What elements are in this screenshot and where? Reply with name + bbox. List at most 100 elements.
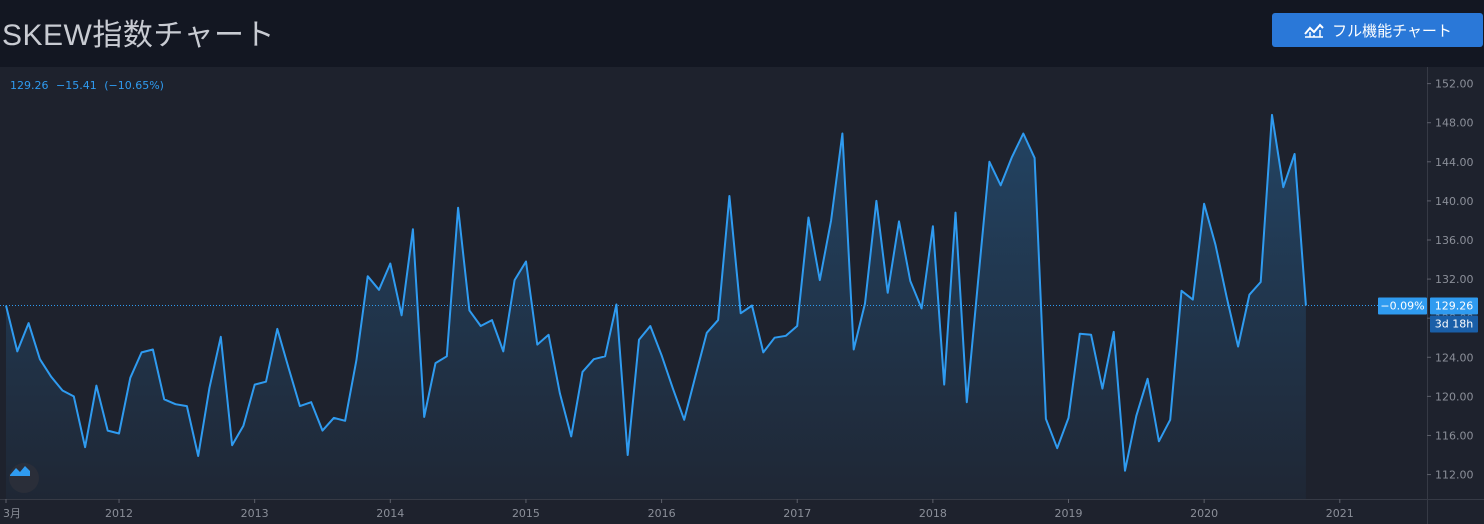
data-point	[502, 350, 504, 352]
x-tick-label: 2019	[1055, 507, 1083, 520]
data-point	[276, 328, 278, 330]
x-tick-label: 3月	[3, 507, 21, 520]
data-point	[1045, 418, 1047, 420]
data-point	[1192, 299, 1194, 301]
data-point	[796, 325, 798, 327]
data-point	[288, 367, 290, 369]
data-point	[966, 401, 968, 403]
data-point	[389, 263, 391, 265]
line-chart-icon	[1303, 22, 1325, 38]
y-tick-label: 132.00	[1435, 273, 1474, 286]
data-point	[310, 401, 312, 403]
data-point	[1237, 346, 1239, 348]
data-point	[1000, 184, 1002, 186]
data-point	[186, 405, 188, 407]
data-point	[604, 355, 606, 357]
data-point	[367, 275, 369, 277]
data-point	[1215, 244, 1217, 246]
data-point	[1158, 440, 1160, 442]
chart-svg[interactable]: 3月 2012 2013 2014 2015 2016 2017 2018 2019 2020 20…	[0, 67, 1484, 524]
data-point	[141, 351, 143, 353]
y-tick-label: 124.00	[1435, 351, 1474, 364]
x-tick-label: 2015	[512, 507, 540, 520]
data-point	[728, 195, 730, 197]
change-pct-text: −0.09%	[1380, 299, 1424, 312]
data-point	[163, 398, 165, 400]
y-tick-label: 116.00	[1435, 429, 1474, 442]
data-point	[152, 349, 154, 351]
tradingview-logo-icon[interactable]	[9, 463, 39, 493]
data-point	[16, 350, 18, 352]
countdown-text: 3d 18h	[1435, 317, 1473, 330]
data-point	[446, 355, 448, 357]
data-point	[1056, 447, 1058, 449]
x-tick-label: 2017	[783, 507, 811, 520]
data-point	[955, 212, 957, 214]
data-point	[197, 455, 199, 457]
data-point	[333, 417, 335, 419]
data-point	[265, 381, 267, 383]
data-point	[175, 403, 177, 405]
legend-change: −15.41	[56, 79, 97, 92]
data-point	[887, 292, 889, 294]
legend-change-pct: (−10.65%)	[104, 79, 164, 92]
data-point	[649, 325, 651, 327]
data-point	[1079, 333, 1081, 335]
data-point	[254, 384, 256, 386]
last-price-badge: 129.26	[1430, 297, 1478, 315]
data-point	[355, 359, 357, 361]
data-point	[582, 371, 584, 373]
data-point	[536, 344, 538, 346]
data-point	[672, 388, 674, 390]
data-point	[62, 390, 64, 392]
data-point	[841, 133, 843, 135]
y-tick-label: 140.00	[1435, 195, 1474, 208]
data-point	[468, 309, 470, 311]
data-point	[1113, 331, 1115, 333]
data-point	[491, 319, 493, 321]
y-tick-label: 120.00	[1435, 390, 1474, 403]
data-point	[661, 354, 663, 356]
data-point	[1011, 156, 1013, 158]
data-point	[977, 280, 979, 282]
data-point	[1147, 378, 1149, 380]
data-point	[1248, 294, 1250, 296]
data-point	[638, 339, 640, 341]
y-tick-label: 152.00	[1435, 78, 1474, 91]
series-area	[6, 114, 1306, 500]
data-point	[1271, 114, 1273, 116]
full-chart-button[interactable]: フル機能チャート	[1272, 13, 1483, 47]
data-point	[570, 435, 572, 437]
data-point	[525, 261, 527, 263]
y-tick-label: 148.00	[1435, 117, 1474, 130]
data-point	[864, 303, 866, 305]
data-point	[50, 376, 52, 378]
data-point	[785, 335, 787, 337]
data-point	[830, 219, 832, 221]
data-point	[695, 375, 697, 377]
data-point	[242, 425, 244, 427]
data-point	[1203, 203, 1205, 205]
data-point	[378, 289, 380, 291]
countdown-badge: 3d 18h	[1430, 315, 1478, 333]
x-tick-label: 2016	[648, 507, 676, 520]
data-point	[1181, 290, 1183, 292]
x-tick-label: 2014	[376, 507, 404, 520]
series-line	[5, 113, 1307, 472]
data-point	[627, 454, 629, 456]
data-point	[39, 358, 41, 360]
data-point	[706, 332, 708, 334]
data-point	[129, 377, 131, 379]
data-point	[1226, 297, 1228, 299]
chart-pane[interactable]: 3月 2012 2013 2014 2015 2016 2017 2018 2019 2020 20…	[0, 67, 1484, 524]
data-point	[853, 349, 855, 351]
legend: 129.26 −15.41 (−10.65%)	[10, 79, 168, 92]
data-point	[209, 387, 211, 389]
page-title: SKEW指数チャート	[2, 19, 276, 52]
data-point	[1090, 334, 1092, 336]
data-point	[751, 305, 753, 307]
x-tick-label: 2013	[241, 507, 269, 520]
legend-last: 129.26	[10, 79, 49, 92]
data-point	[28, 322, 30, 324]
data-point	[1282, 186, 1284, 188]
